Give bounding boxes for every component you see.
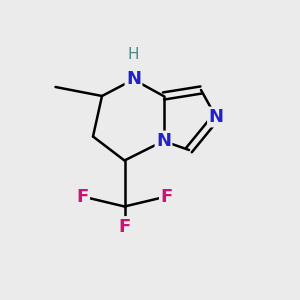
Text: F: F [160,188,172,206]
Text: H: H [128,46,139,62]
Text: N: N [126,70,141,88]
Text: N: N [208,108,224,126]
Text: N: N [156,132,171,150]
Text: F: F [76,188,88,206]
Text: F: F [118,218,130,236]
